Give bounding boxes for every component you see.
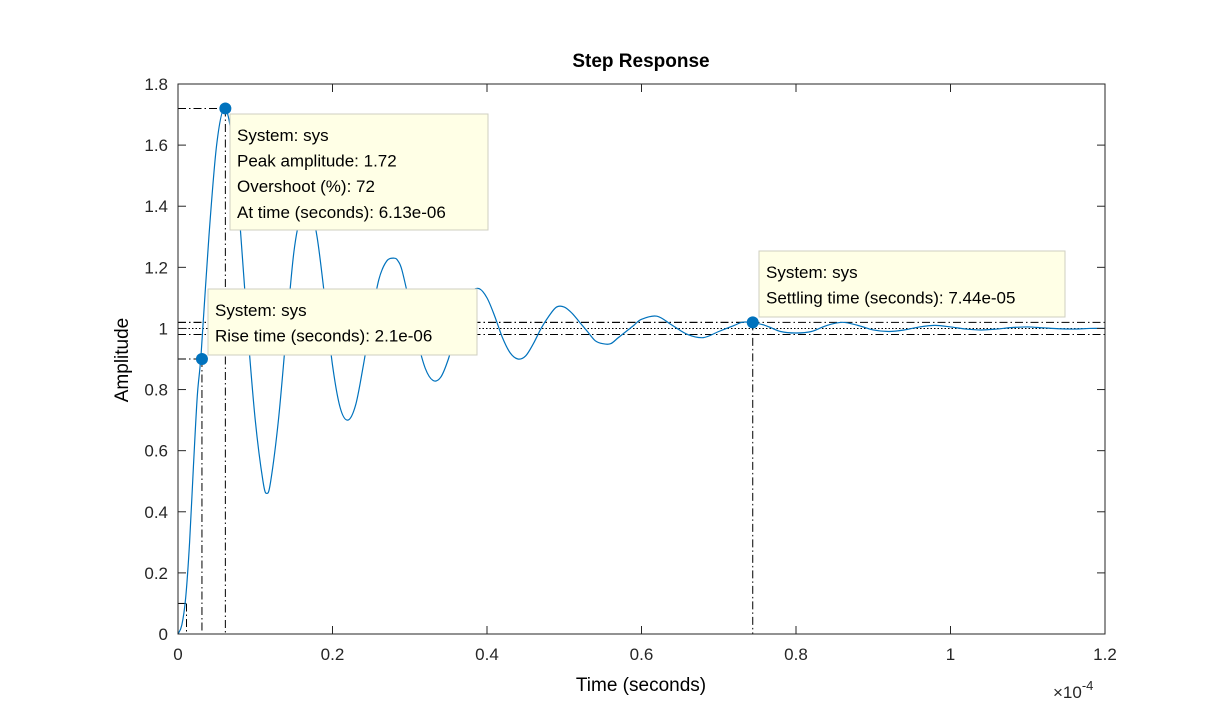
datatip-line: Rise time (seconds): 2.1e-06 [215,327,432,346]
axes-layer: 0 0.2 0.4 0.6 0.8 1 1.2 0 0.2 0.4 0.6 0.8 1 1.2 1.4 1.6… [144,75,1116,664]
rise-marker[interactable] [195,353,208,365]
rise-datatip[interactable]: System: sys Rise time (seconds): 2.1e-06 [207,288,478,356]
chart-title: Step Response [572,51,709,72]
y-tick-label: 1.6 [144,136,168,155]
peak-marker[interactable] [219,102,232,115]
datatip-line: System: sys [237,126,329,145]
datatip-line: Peak amplitude: 1.72 [237,152,397,171]
x-tick-label: 0.6 [630,645,654,664]
x-exponent-power: -4 [1082,678,1094,693]
datatip-box [207,288,478,356]
datatip-line: Settling time (seconds): 7.44e-05 [766,289,1015,308]
y-tick-label: 1.8 [144,75,168,94]
y-tick-label: 0.8 [144,381,168,400]
x-tick-label: 1 [946,645,955,664]
x-tick-label: 1.2 [1093,645,1117,664]
y-tick-label: 1 [159,319,168,338]
y-tick-label: 0 [159,625,168,644]
settling-marker[interactable] [746,316,759,329]
y-tick-label: 1.2 [144,258,168,277]
series-line-0 [177,107,1106,635]
peak-datatip[interactable]: System: sys Peak amplitude: 1.72 Overshoot… [229,113,489,231]
settling-datatip[interactable]: System: sys Settling time (seconds): 7.44… [758,250,1066,318]
datatip-box [758,250,1066,318]
y-tick-label: 0.6 [144,442,168,461]
y-tick-label: 0.4 [144,503,168,522]
x-tick-label: 0.4 [475,645,499,664]
x-axis-label: Time (seconds) [576,675,706,696]
x-tick-label: 0 [173,645,182,664]
datatip-layer: System: sys Peak amplitude: 1.72 Overshoot… [207,113,1066,356]
y-tick-label: 0.2 [144,564,168,583]
y-axis-label: Amplitude [112,318,133,403]
x-axis-exponent: ×10-4 [1053,678,1093,702]
y-tick-label: 1.4 [144,197,168,216]
datatip-line: System: sys [215,301,307,320]
markers-layer [195,102,759,365]
series-layer [177,107,1106,635]
datatip-box [229,113,489,231]
x-tick-label: 0.8 [784,645,808,664]
x-exponent-base: ×10 [1053,683,1082,702]
datatip-line: System: sys [766,263,858,282]
datatip-line: Overshoot (%): 72 [237,177,375,196]
x-tick-label: 0.2 [321,645,345,664]
datatip-line: At time (seconds): 6.13e-06 [237,203,446,222]
